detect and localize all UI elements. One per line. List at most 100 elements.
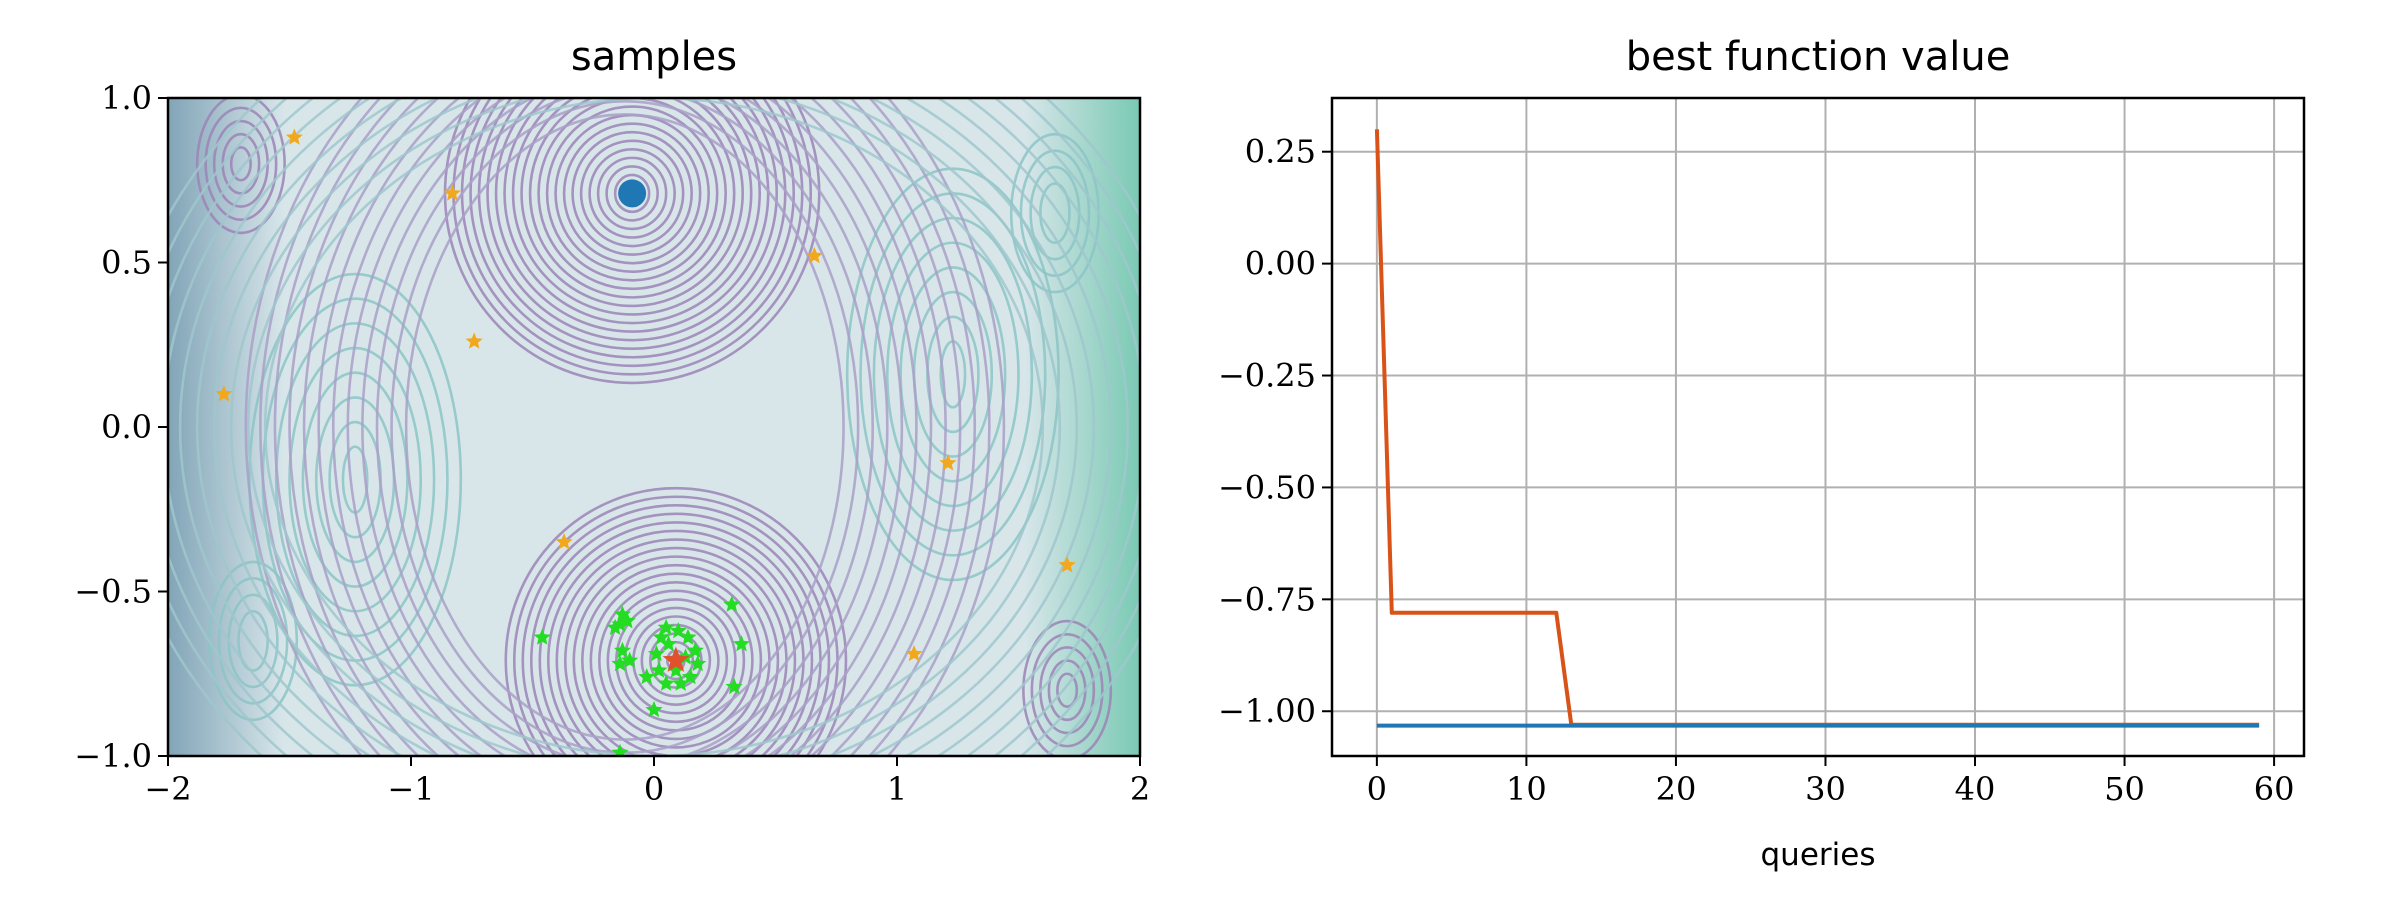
contour-ring: [486, 98, 778, 342]
best-sample-circle: [618, 179, 647, 208]
sample-star: [650, 661, 668, 678]
x-tick-label: 60: [2254, 770, 2295, 808]
contour-ring: [511, 98, 753, 316]
x-tick-label: 10: [1506, 770, 1547, 808]
line-xlabel: queries: [1761, 837, 1876, 873]
sample-star: [667, 661, 685, 678]
sample-star: [672, 674, 690, 691]
sample-star: [443, 184, 461, 201]
sample-star: [611, 654, 629, 672]
sample-star: [638, 668, 656, 685]
contour-ring: [288, 98, 962, 756]
x-tick-label: 2: [1130, 770, 1150, 808]
y-tick-label: 0.5: [101, 244, 152, 282]
contour-ring: [1056, 672, 1079, 708]
sample-star: [652, 628, 670, 645]
sample-star: [613, 641, 631, 658]
x-tick-label: 30: [1805, 770, 1846, 808]
contour-ring: [605, 165, 659, 222]
sample-star: [611, 743, 629, 756]
contour-ring: [494, 98, 770, 333]
line-title: best function value: [1626, 34, 2011, 80]
x-tick-label: 1: [887, 770, 907, 808]
x-tick-label: 20: [1656, 770, 1697, 808]
contour-ring: [1030, 632, 1104, 748]
x-tick-label: 40: [1955, 770, 1996, 808]
contour-ticks: −2 −1 0 1 2 −1.0 −0.5 0.0 0.5 1.0: [74, 79, 1150, 808]
contour-panel: samples −2 −1 0 1 2 −1.0 −0.5 0.0 0.5 1.0: [74, 34, 1150, 808]
contour-ring: [598, 580, 754, 741]
y-tick-label: −0.75: [1218, 580, 1316, 618]
contour-ring: [317, 98, 933, 756]
contour-title: samples: [571, 34, 737, 80]
x-tick-label: −1: [387, 770, 434, 808]
contour-ring: [528, 98, 736, 299]
contour-ring: [615, 598, 737, 724]
line-ticks: 0 10 20 30 40 50 60 −1.00 −0.75 −0.50 −0.25 0.00 0.2…: [1218, 133, 2295, 808]
sample-star: [1058, 556, 1076, 573]
contour-ring: [545, 105, 719, 282]
sample-star: [732, 635, 750, 652]
contour-ring: [195, 98, 1113, 756]
sample-star: [285, 128, 303, 145]
contour-ring: [195, 98, 286, 235]
sample-star: [689, 654, 707, 672]
line-panel: best function value 0 10 20 30 40 50 60 −1.00 −0…: [1218, 34, 2306, 873]
contour-ring: [469, 98, 795, 359]
y-tick-label: 0.00: [1245, 245, 1316, 283]
y-tick-label: −0.5: [74, 573, 152, 611]
contour-ring: [588, 148, 676, 239]
sample-star: [679, 628, 697, 645]
contour-ring: [503, 98, 761, 325]
x-tick-label: 0: [1367, 770, 1387, 808]
sample-star: [686, 641, 704, 658]
sample-star: [613, 605, 631, 622]
y-tick-label: −0.25: [1218, 357, 1316, 395]
contour-ring: [1019, 149, 1091, 277]
y-tick-label: −1.00: [1218, 692, 1316, 730]
contour-ring: [562, 122, 702, 265]
series-line-orange: [1374, 129, 2260, 727]
contour-ring: [521, 504, 831, 756]
sample-star: [939, 454, 957, 471]
contour-ring: [259, 98, 991, 756]
contour-ring: [204, 106, 278, 222]
line-series: [1374, 129, 2260, 728]
contour-ring: [571, 130, 693, 256]
contour-ring: [264, 98, 1044, 756]
contour-ring: [217, 577, 289, 705]
contour-ring: [537, 98, 727, 291]
x-tick-label: −2: [144, 770, 191, 808]
contour-ring: [596, 156, 668, 231]
contour-ring: [273, 98, 976, 756]
y-tick-label: 0.0: [101, 408, 152, 446]
contour-ring: [1022, 619, 1113, 756]
sample-star: [647, 645, 665, 662]
x-tick-label: 50: [2104, 770, 2145, 808]
sample-star: [533, 628, 551, 645]
y-tick-label: −1.0: [74, 737, 152, 775]
contour-ring: [538, 521, 814, 756]
x-tick-label: 0: [644, 770, 664, 808]
sample-star: [621, 651, 639, 668]
contour-ring: [213, 98, 1095, 756]
contour-ring: [1039, 182, 1071, 245]
sample-star: [645, 700, 663, 718]
best-found-star: [662, 646, 690, 672]
contour-ring: [332, 98, 918, 756]
sample-star: [657, 618, 675, 635]
contour-ring: [229, 146, 252, 182]
sample-star: [215, 385, 233, 402]
contour-ring: [230, 98, 1078, 756]
line-grid: [1332, 98, 2304, 756]
sample-markers: [215, 128, 1076, 756]
contour-ring: [301, 371, 409, 588]
contour-ring: [237, 609, 269, 672]
sample-star: [618, 612, 636, 629]
contour-ring: [579, 139, 685, 248]
sample-star: [669, 622, 687, 639]
contour-ring: [899, 266, 1007, 483]
line-axes-frame: [1330, 96, 2306, 758]
sample-star: [660, 635, 678, 652]
